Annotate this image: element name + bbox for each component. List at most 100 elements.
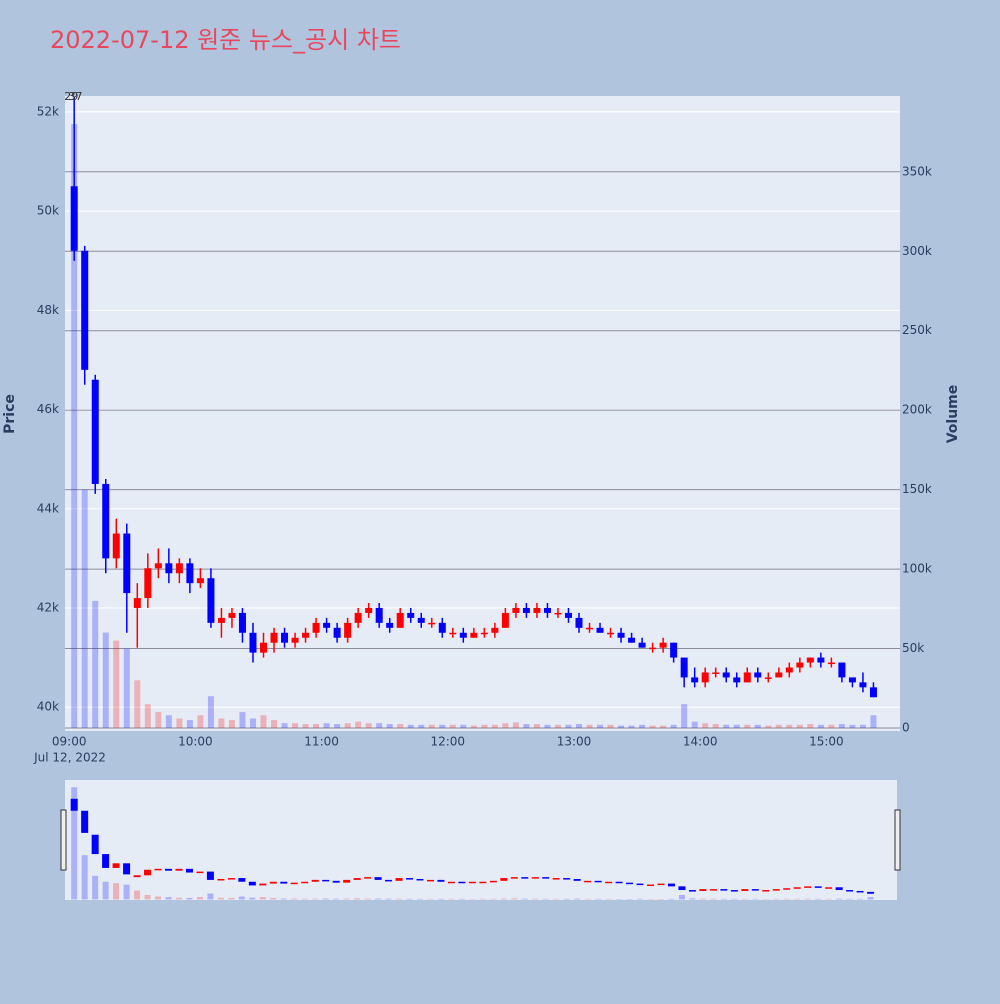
- candle-body: [649, 648, 656, 650]
- plot-area: [65, 96, 900, 731]
- volume-bar: [587, 725, 593, 728]
- volume-bar: [324, 723, 330, 728]
- slider-volume-bar: [249, 898, 255, 900]
- slider-candle: [815, 886, 822, 888]
- slider-volume-bar: [574, 899, 580, 900]
- candle-body: [176, 563, 183, 573]
- candle-body: [418, 618, 425, 623]
- x-tick-label: 09:00: [52, 735, 87, 749]
- slider-volume-bar: [344, 899, 350, 900]
- slider-handle-right[interactable]: [895, 810, 900, 870]
- candle-body: [313, 623, 320, 633]
- candle-body: [102, 484, 109, 558]
- slider-volume-bar: [543, 899, 549, 900]
- volume-bar: [366, 723, 372, 728]
- volume-bar: [92, 601, 98, 728]
- slider-candle: [657, 884, 664, 886]
- y-tick-label: 52k: [37, 104, 59, 118]
- slider-volume-bar: [291, 899, 297, 900]
- slider-candle: [270, 882, 277, 884]
- y2-tick-label: 150k: [902, 482, 932, 496]
- slider-candle: [720, 889, 727, 891]
- slider-volume-bar: [710, 899, 716, 900]
- volume-bar: [660, 726, 666, 728]
- candle-body: [81, 251, 88, 370]
- volume-bar: [576, 724, 582, 728]
- slider-candle: [259, 884, 266, 886]
- candle-body: [439, 623, 446, 633]
- slider-handle-left[interactable]: [61, 810, 66, 870]
- candle-body: [186, 563, 193, 583]
- candle-body: [775, 672, 782, 677]
- slider-volume-bar: [668, 899, 674, 900]
- volume-bar: [765, 726, 771, 728]
- slider-candle: [312, 880, 319, 882]
- slider-candle: [343, 880, 350, 883]
- candle-body: [870, 687, 877, 697]
- slider-volume-bar: [564, 899, 570, 900]
- slider-volume-bar: [752, 899, 758, 900]
- volume-bar: [797, 725, 803, 728]
- x-tick-label: 10:00: [178, 735, 213, 749]
- candle-body: [428, 623, 435, 625]
- slider-candle: [207, 872, 214, 880]
- candle-body: [628, 638, 635, 643]
- candle-body: [639, 643, 646, 648]
- slider-volume-bar: [354, 898, 360, 899]
- slider-candle: [416, 879, 423, 881]
- candle-body: [302, 633, 309, 638]
- slider-volume-bar: [742, 899, 748, 900]
- volume-bar: [82, 490, 88, 728]
- volume-bar: [744, 725, 750, 728]
- volume-bar: [555, 725, 561, 728]
- candle-body: [260, 643, 267, 653]
- volume-bar: [239, 712, 245, 728]
- candle-body: [838, 663, 845, 678]
- slider-candle: [301, 882, 308, 884]
- slider-volume-bar: [490, 899, 496, 900]
- x-tick-label: 15:00: [809, 735, 844, 749]
- candle-body: [481, 633, 488, 635]
- candle-body: [197, 578, 204, 583]
- volume-bar: [124, 649, 130, 728]
- candle-body: [670, 643, 677, 658]
- volume-bar: [513, 722, 519, 728]
- volume-bar: [429, 725, 435, 728]
- slider-candle: [123, 863, 130, 874]
- candle-body: [334, 628, 341, 638]
- candle-body: [376, 608, 383, 623]
- slider-volume-bar: [826, 899, 832, 900]
- volume-bar: [208, 696, 214, 728]
- slider-candle: [92, 835, 99, 854]
- volume-bar: [786, 725, 792, 728]
- candle-body: [460, 633, 467, 638]
- volume-bar: [229, 720, 235, 728]
- volume-bar: [702, 723, 708, 728]
- candle-body: [733, 677, 740, 682]
- volume-bar: [544, 725, 550, 728]
- candle-body: [565, 613, 572, 618]
- volume-bar: [723, 725, 729, 728]
- slider-candle: [364, 877, 371, 879]
- slider-candle: [81, 811, 88, 833]
- candle-body: [355, 613, 362, 623]
- slider-candle: [375, 877, 382, 880]
- x-tick-label: 11:00: [304, 735, 339, 749]
- volume-bar: [387, 724, 393, 728]
- slider-volume-bar: [606, 899, 612, 900]
- slider-volume-bar: [186, 898, 192, 899]
- slider-volume-bar: [134, 891, 140, 900]
- y-tick-label: 48k: [37, 303, 59, 317]
- volume-bar: [282, 723, 288, 728]
- slider-candle: [280, 882, 287, 884]
- volume-bar: [502, 723, 508, 728]
- volume-bar: [692, 722, 698, 728]
- slider-candle: [762, 890, 769, 892]
- volume-bar: [313, 724, 319, 728]
- volume-bar: [187, 720, 193, 728]
- slider-candle: [825, 887, 832, 889]
- candle-body: [859, 682, 866, 687]
- slider-candle: [102, 854, 109, 868]
- volume-bar: [807, 724, 813, 728]
- slider-candle: [626, 883, 633, 885]
